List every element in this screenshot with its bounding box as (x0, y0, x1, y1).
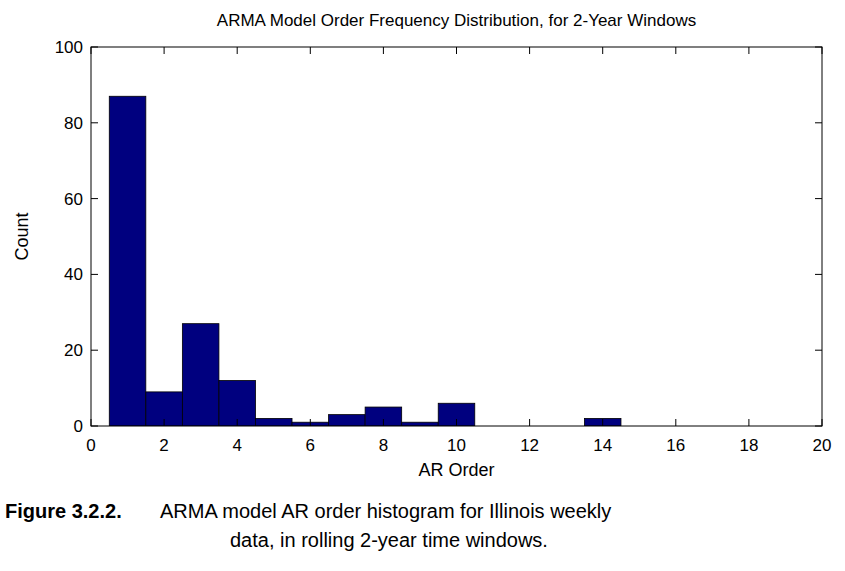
x-tick-label: 2 (159, 436, 168, 455)
x-tick-top (164, 47, 165, 54)
hist-bar (329, 415, 366, 426)
x-tick (383, 419, 384, 426)
x-tick-label: 0 (86, 436, 95, 455)
x-tick (822, 419, 823, 426)
hist-bar (182, 324, 219, 426)
title: ARMA Model Order Frequency Distribution,… (217, 11, 696, 30)
y-tick-right (815, 198, 822, 199)
x-tick-top (237, 47, 238, 54)
caption-line: data, in rolling 2-year time windows. (230, 529, 548, 551)
x-tick (164, 419, 165, 426)
x-tick-label: 18 (739, 436, 758, 455)
y-tick-right (815, 274, 822, 275)
y-tick-label: 80 (64, 114, 83, 133)
x-tick-top (529, 47, 530, 54)
x-tick (91, 419, 92, 426)
x-tick-top (456, 47, 457, 54)
x-tick (602, 419, 603, 426)
x-tick (456, 419, 457, 426)
y-tick (91, 198, 98, 199)
y-tick-label: 0 (74, 417, 83, 436)
x-tick-label: 14 (593, 436, 612, 455)
y-tick-right (815, 350, 822, 351)
x-tick-top (91, 47, 92, 54)
y-tick-right (815, 122, 822, 123)
x-tick-top (822, 47, 823, 54)
hist-bar (255, 418, 292, 426)
hist-bar (109, 96, 146, 426)
hist-bar (402, 422, 439, 426)
y-tick (91, 47, 98, 48)
x-tick-label: 10 (447, 436, 466, 455)
y-axis-label: Count (12, 212, 32, 260)
y-tick-label: 40 (64, 265, 83, 284)
hist-bar (219, 381, 256, 426)
x-tick-top (310, 47, 311, 54)
x-tick-top (675, 47, 676, 54)
hist-bar (584, 418, 621, 426)
y-tick-label: 20 (64, 341, 83, 360)
y-tick (91, 122, 98, 123)
caption-label: Figure 3.2.2. (5, 500, 122, 522)
y-tick (91, 274, 98, 275)
x-tick (310, 419, 311, 426)
x-tick-top (383, 47, 384, 54)
x-tick-label: 16 (666, 436, 685, 455)
y-tick-label: 100 (55, 38, 83, 57)
bars (109, 96, 621, 426)
x-tick (237, 419, 238, 426)
chart: 0 2 4 6 8 10 12 14 16 18 20 0 20 40 60 80 100 ARMA Model … (0, 0, 845, 571)
y-tick-label: 60 (64, 190, 83, 209)
x-tick-top (748, 47, 749, 54)
y-tick-right (815, 47, 822, 48)
x-tick-label: 20 (813, 436, 832, 455)
hist-bar (438, 403, 475, 426)
x-tick-label: 4 (232, 436, 241, 455)
caption-line: ARMA model AR order histogram for Illino… (160, 500, 611, 522)
x-tick (748, 419, 749, 426)
plot-area (91, 47, 822, 426)
y-tick (91, 350, 98, 351)
x-tick-label: 8 (379, 436, 388, 455)
plot-frame (91, 47, 822, 426)
x-tick-label: 12 (520, 436, 539, 455)
hist-bar (146, 392, 183, 426)
hist-bar (365, 407, 402, 426)
x-tick-top (602, 47, 603, 54)
y-tick-right (815, 426, 822, 427)
x-axis-label: AR Order (418, 460, 494, 480)
y-tick (91, 426, 98, 427)
x-tick (675, 419, 676, 426)
x-tick (529, 419, 530, 426)
x-tick-label: 6 (306, 436, 315, 455)
